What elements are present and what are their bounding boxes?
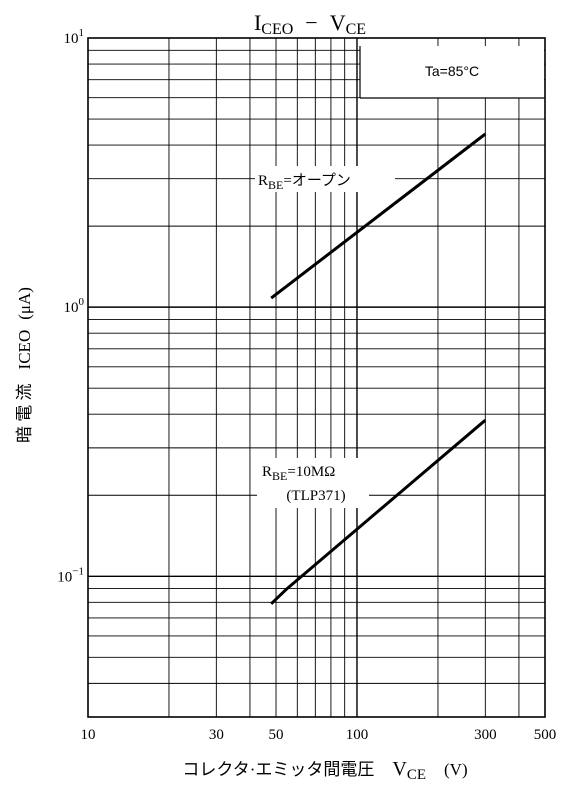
series-line-2 bbox=[270, 419, 487, 605]
x-tick-label: 300 bbox=[474, 727, 497, 743]
series-2-label-bg bbox=[257, 458, 369, 508]
y-tick-label: 10−1 bbox=[57, 565, 84, 585]
y-axis-label: 暗 電 流ICEO(μA) bbox=[15, 287, 34, 443]
series-1-label-bg bbox=[255, 166, 395, 192]
series-line-1 bbox=[270, 132, 487, 300]
series-lines bbox=[270, 132, 487, 605]
series-2-label-line2: (TLP371) bbox=[286, 488, 345, 504]
tick-labels: 10 30 50 100 300 500 101 100 10−1 bbox=[57, 27, 556, 743]
condition-box bbox=[360, 46, 544, 98]
x-tick-label: 100 bbox=[346, 727, 369, 743]
x-tick-label: 500 bbox=[534, 727, 557, 743]
grid-lines bbox=[87, 37, 546, 718]
series-2-label: RBE=10MΩ bbox=[262, 464, 335, 483]
svg-text:暗 電 流ICEO(μA): 暗 電 流ICEO(μA) bbox=[15, 287, 34, 443]
condition-label: Ta=85°C bbox=[425, 63, 479, 79]
chart-title: ICEO − VCE bbox=[254, 10, 366, 38]
plot-frame bbox=[87, 37, 546, 718]
x-tick-label: 50 bbox=[269, 727, 284, 743]
x-tick-label: 10 bbox=[81, 727, 96, 743]
x-axis-label: コレクタ·エミッタ間電圧 VCE (V) bbox=[182, 758, 467, 783]
y-tick-label: 101 bbox=[64, 27, 85, 47]
y-tick-label: 100 bbox=[64, 296, 85, 316]
series-1-label: RBE=オープン bbox=[258, 172, 351, 192]
x-tick-label: 30 bbox=[209, 727, 224, 743]
